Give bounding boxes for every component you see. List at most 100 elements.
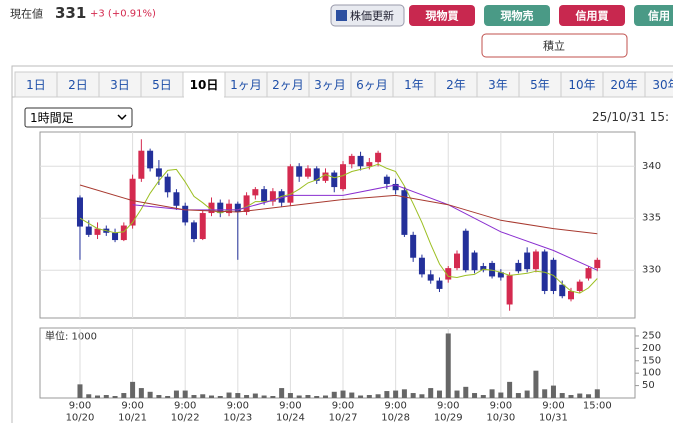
accumulate-label: 積立	[543, 39, 565, 53]
candle-body	[112, 232, 119, 241]
candle-body	[261, 189, 268, 202]
x-tick-date: 10/29	[434, 413, 463, 423]
tab-label: 1日	[26, 78, 46, 92]
volume-bar	[296, 395, 302, 398]
tab[interactable]	[308, 71, 352, 98]
tab-label: 1年	[404, 78, 424, 92]
tab-label: 30年	[652, 78, 673, 92]
tab[interactable]	[602, 71, 646, 98]
candle-body	[304, 168, 311, 177]
volume-bar	[568, 395, 574, 398]
candle-body	[418, 257, 425, 275]
candle-body	[541, 251, 548, 291]
interval-select[interactable]	[24, 107, 133, 128]
tab[interactable]	[518, 71, 562, 98]
tab[interactable]	[560, 71, 604, 98]
tab[interactable]	[182, 71, 226, 98]
volume-bar	[472, 393, 478, 398]
volume-bar	[121, 393, 127, 398]
candle-body	[182, 205, 189, 223]
volume-bar	[287, 393, 293, 398]
tab-label: 10年	[568, 78, 595, 92]
x-tick-label: 9:00	[542, 401, 564, 412]
candle-body	[322, 172, 329, 181]
candle-body	[480, 266, 487, 271]
candle-body	[524, 252, 531, 270]
candle-body	[462, 230, 469, 271]
refresh-icon	[336, 10, 347, 21]
select-arrow	[117, 114, 127, 121]
tab-label: 3年	[488, 78, 508, 92]
candle-body	[252, 189, 259, 196]
moving-average	[79, 184, 598, 235]
x-tick-label: 9:00	[384, 401, 406, 412]
action-button[interactable]	[634, 5, 673, 26]
volume-bar	[445, 333, 451, 398]
action-button[interactable]	[330, 4, 405, 27]
tab[interactable]	[224, 71, 268, 98]
candle-body	[164, 176, 171, 193]
x-tick-label: 9:00	[279, 401, 301, 412]
volume-bar	[586, 394, 592, 398]
tab-label: 3日	[110, 78, 130, 92]
x-tick-date: 10/30	[486, 413, 515, 423]
candle-body	[392, 183, 399, 191]
candle-body	[129, 178, 136, 226]
volume-bar	[542, 389, 548, 398]
tab-label: 5年	[530, 78, 550, 92]
accumulate-button[interactable]	[481, 33, 628, 58]
moving-average	[132, 184, 598, 271]
volume-bar	[366, 395, 372, 398]
button-label: 現物売	[501, 9, 534, 23]
volume-bar	[103, 395, 109, 398]
tab[interactable]	[14, 71, 58, 98]
y-tick-label: 250	[642, 330, 661, 341]
volume-bar	[156, 395, 162, 398]
volume-bar	[550, 385, 556, 398]
candle-body	[383, 176, 390, 184]
candle-body	[94, 228, 101, 235]
y-tick-label: 335	[642, 213, 661, 224]
volume-bar	[401, 389, 407, 398]
x-tick-label: 9:00	[490, 401, 512, 412]
tab-label: 2ヶ月	[272, 78, 304, 92]
volume-bar	[480, 395, 486, 398]
volume-bar	[340, 390, 346, 398]
candle-body	[357, 155, 364, 167]
candle-body	[410, 234, 417, 258]
candle-body	[76, 197, 83, 227]
candle-body	[576, 281, 583, 291]
tab[interactable]	[644, 71, 673, 98]
volume-bar	[261, 395, 267, 398]
volume-bar	[515, 393, 521, 398]
y-tick-label: 340	[642, 161, 661, 172]
action-button[interactable]	[409, 5, 475, 26]
candle-body	[340, 164, 347, 190]
tab-label: 1ヶ月	[230, 78, 262, 92]
volume-bar	[226, 392, 232, 398]
action-button[interactable]	[484, 5, 550, 26]
x-tick-date: 10/24	[276, 413, 305, 423]
candle-body	[366, 162, 373, 167]
candle-body	[226, 203, 233, 214]
candle-body	[85, 226, 92, 235]
volume-bar	[279, 388, 285, 398]
button-label: 信用	[648, 9, 670, 23]
candle-body	[269, 191, 276, 202]
tab[interactable]	[392, 71, 436, 98]
volume-bar	[498, 392, 504, 398]
volume-bar	[165, 396, 171, 398]
x-tick-label: 15:00	[583, 401, 612, 412]
y-tick-label: 330	[642, 265, 661, 276]
tab-label: 6ヶ月	[356, 78, 388, 92]
moving-average	[79, 163, 598, 294]
action-button[interactable]	[559, 5, 625, 26]
tab[interactable]	[434, 71, 478, 98]
volume-bar	[349, 392, 355, 398]
x-tick-label: 9:00	[174, 401, 196, 412]
candle-body	[331, 172, 338, 188]
volume-bar	[594, 389, 600, 398]
candle-body	[138, 150, 145, 179]
tab-label: 10日	[190, 78, 219, 92]
